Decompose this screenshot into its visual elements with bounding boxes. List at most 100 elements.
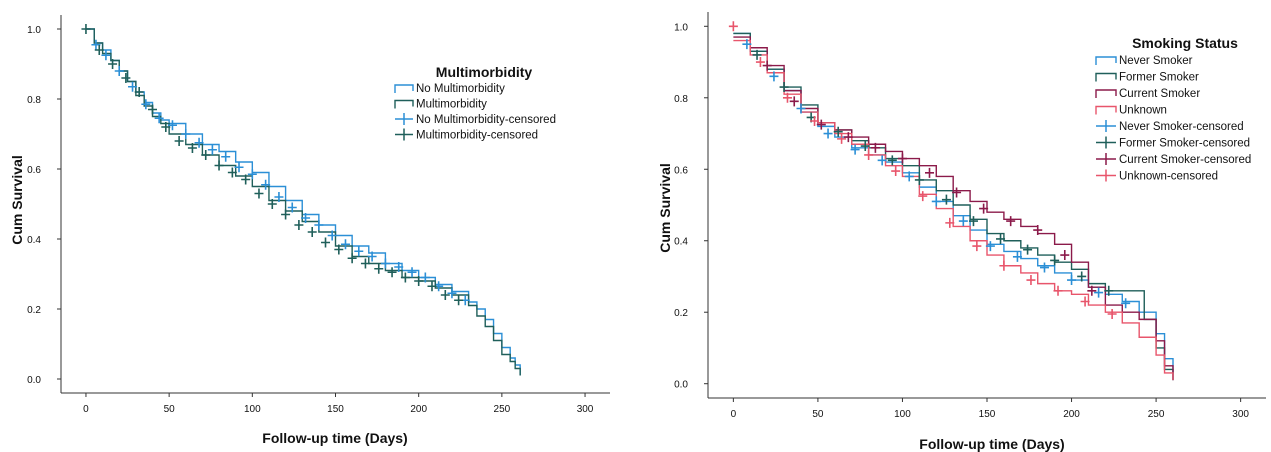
legend-title: Smoking Status	[1132, 35, 1238, 51]
censored-mark	[234, 162, 244, 173]
y-axis-label: Cum Survival	[9, 155, 25, 244]
series-line-current-smoker	[733, 36, 1174, 381]
censored-mark	[796, 103, 806, 114]
x-tick-label: 250	[494, 404, 511, 415]
legend-symbol	[395, 113, 413, 125]
series-line-no-multimorbidity	[85, 28, 521, 376]
y-tick-label: 0.2	[27, 305, 41, 316]
legend: Smoking Status Never Smoker Former Smoker…	[1095, 35, 1251, 183]
censored-mark	[367, 251, 377, 262]
censored-mark	[101, 50, 111, 61]
censored-mark	[167, 120, 177, 131]
censored-mark	[387, 267, 397, 278]
censored-mark	[161, 122, 171, 132]
censored-mark	[420, 272, 430, 283]
censored-mark	[1033, 225, 1043, 236]
censored-mark	[860, 141, 870, 152]
censored-mark	[360, 258, 370, 269]
censored-mark	[1039, 262, 1049, 273]
censored-mark	[287, 202, 297, 213]
censored-mark	[114, 66, 124, 76]
censored-mark	[174, 136, 184, 146]
censored-markers	[728, 21, 1131, 320]
legend: Multimorbidity No Multimorbidity Multimor…	[394, 64, 556, 142]
censored-mark	[214, 160, 224, 171]
censored-mark	[985, 241, 995, 252]
censored-mark	[427, 281, 437, 292]
censored-mark	[334, 244, 344, 255]
y-tick-label: 0.8	[674, 94, 688, 105]
censored-markers	[81, 24, 470, 306]
x-tick-labels: 0 50 100 150 200 250 300	[731, 398, 1249, 420]
censored-mark	[440, 290, 450, 300]
censored-mark	[782, 92, 792, 103]
censored-mark	[347, 253, 357, 264]
censored-mark	[945, 217, 955, 228]
censored-mark	[1053, 285, 1063, 296]
censored-mark	[914, 174, 924, 185]
censored-mark	[207, 144, 217, 155]
censored-mark	[972, 241, 982, 252]
legend-title: Multimorbidity	[436, 64, 533, 80]
x-tick-label: 100	[894, 409, 911, 420]
censored-mark	[864, 149, 874, 160]
legend-symbol	[1095, 105, 1117, 115]
legend-symbol	[394, 99, 414, 109]
censored-mark	[925, 167, 935, 178]
censored-mark	[294, 220, 304, 230]
legend-symbol	[1095, 89, 1117, 98]
censored-mark	[999, 260, 1009, 271]
censored-mark	[201, 150, 211, 160]
censored-mark	[181, 129, 191, 139]
censored-mark	[267, 199, 277, 209]
legend-entry-label: No Multimorbidity	[416, 83, 505, 95]
censored-mark	[779, 82, 789, 93]
censored-mark	[1104, 285, 1114, 296]
y-tick-label: 0.0	[674, 380, 688, 391]
censored-mark	[870, 142, 880, 153]
legend-entry-label: Unknown	[1119, 105, 1167, 117]
censored-mark	[1006, 216, 1016, 227]
censored-mark	[918, 191, 928, 202]
x-tick-labels: 0 50 100 150 200 250 300	[83, 393, 594, 415]
censored-mark	[810, 116, 820, 127]
legend-entry-label: Multimorbidity-censored	[416, 130, 538, 142]
censored-mark	[904, 171, 914, 182]
y-tick-label: 0.6	[27, 165, 41, 176]
censored-mark	[728, 21, 738, 32]
censored-mark	[1060, 250, 1070, 261]
legend-entry-label: Never Smoker	[1119, 55, 1193, 67]
censored-mark	[1023, 244, 1033, 255]
y-tick-label: 1.0	[674, 22, 688, 33]
x-axis-label: Follow-up time (Days)	[262, 430, 407, 446]
censored-mark	[108, 59, 118, 69]
y-tick-label: 0.4	[674, 237, 688, 248]
censored-mark	[1121, 298, 1131, 309]
censored-mark	[94, 45, 104, 55]
censored-mark	[897, 153, 907, 164]
y-axis-label: Cum Survival	[657, 163, 673, 252]
legend-symbol	[1095, 56, 1117, 65]
y-tick-labels: 0.0 0.2 0.4 0.6 0.8 1.0	[674, 22, 708, 391]
censored-mark	[850, 144, 860, 155]
censored-mark	[1077, 271, 1087, 282]
x-tick-label: 150	[979, 409, 996, 420]
censored-mark	[887, 155, 897, 166]
censored-mark	[454, 295, 464, 306]
y-tick-label: 0.0	[27, 375, 41, 386]
x-tick-label: 0	[731, 409, 737, 420]
legend-symbol	[394, 84, 414, 93]
censored-mark	[996, 233, 1006, 244]
censored-mark	[241, 174, 251, 185]
legend-symbol	[1096, 136, 1116, 149]
censored-mark	[1087, 285, 1097, 296]
censored-mark	[1026, 275, 1036, 286]
censored-mark	[340, 239, 350, 250]
y-tick-label: 1.0	[27, 25, 41, 36]
legend-entry-label: Former Smoker	[1119, 72, 1199, 84]
censored-mark	[81, 24, 91, 34]
censored-mark	[301, 213, 311, 223]
censored-mark	[823, 128, 833, 139]
censored-mark	[762, 60, 772, 71]
